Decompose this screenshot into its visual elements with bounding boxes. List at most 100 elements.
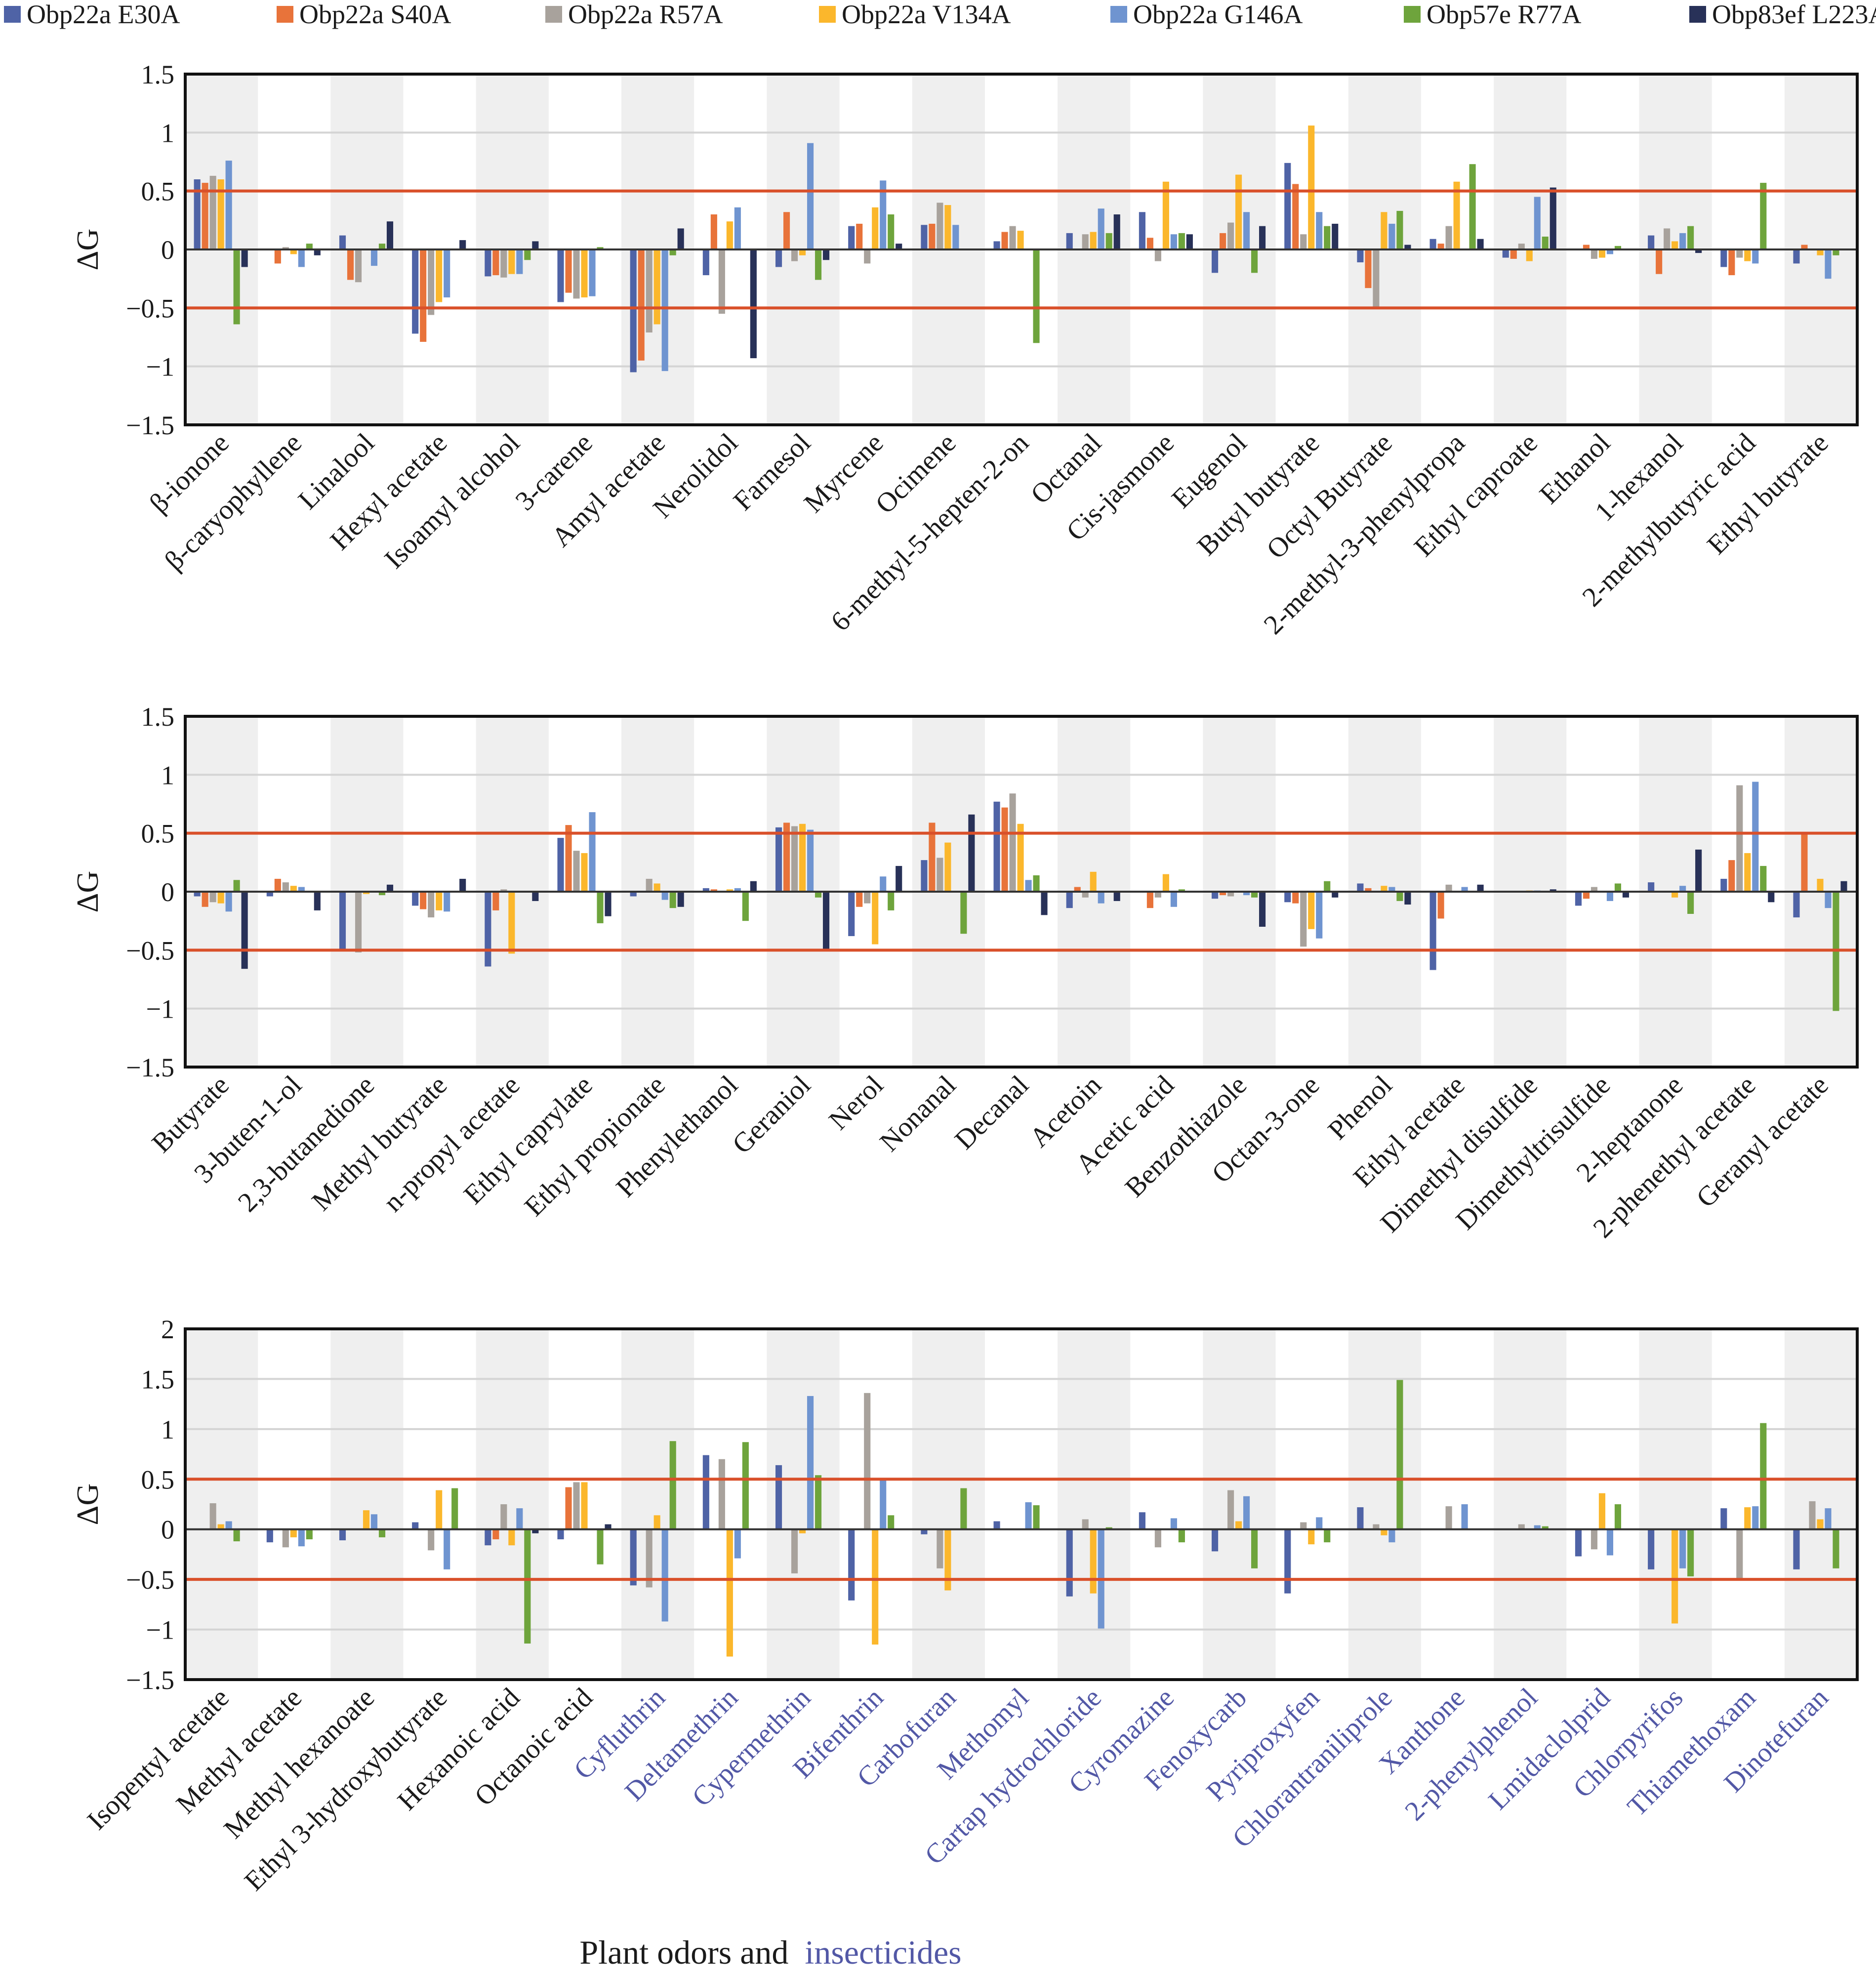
bar xyxy=(241,892,248,969)
bar xyxy=(557,1529,564,1539)
category-band xyxy=(1203,1329,1276,1680)
bar xyxy=(864,249,871,264)
bar xyxy=(880,1480,887,1529)
y-tick-label: 0 xyxy=(161,235,174,265)
bar xyxy=(1154,1529,1161,1548)
bar xyxy=(1809,1501,1816,1529)
y-axis-label: ΔG xyxy=(71,1483,105,1525)
bar xyxy=(1284,163,1291,249)
bar xyxy=(1695,249,1702,253)
bar xyxy=(1614,883,1622,892)
bar xyxy=(412,892,419,906)
bar xyxy=(815,892,822,898)
bar xyxy=(339,235,346,249)
legend-label: Obp22a S40A xyxy=(299,0,451,29)
y-tick-label: 1 xyxy=(161,760,174,790)
category-label: Octyl Butyrate xyxy=(1261,427,1398,565)
bar xyxy=(1220,892,1226,896)
y-tick-label: 1.5 xyxy=(141,702,175,732)
panel-1: 1.510.50−0.5−1−1.5ΔGβ-iononeβ-caryophyll… xyxy=(71,60,1859,640)
bar xyxy=(282,882,289,892)
bar xyxy=(1082,234,1089,249)
bar xyxy=(1373,249,1380,307)
bar xyxy=(605,1524,612,1529)
legend-label: Obp83ef L223A xyxy=(1712,0,1876,29)
bar xyxy=(1591,249,1598,259)
bar xyxy=(1098,208,1104,249)
bar xyxy=(702,888,709,892)
bar xyxy=(508,892,515,954)
legend-swatch xyxy=(277,6,293,23)
bar xyxy=(742,892,749,921)
bar xyxy=(1469,164,1476,249)
bar xyxy=(1300,892,1307,947)
bar xyxy=(937,203,943,249)
bar xyxy=(241,249,248,267)
bar xyxy=(485,249,491,277)
bar xyxy=(1227,222,1234,249)
bar xyxy=(1437,892,1444,919)
bar xyxy=(492,892,499,910)
bar xyxy=(1502,249,1509,258)
bar xyxy=(1105,233,1112,249)
legend-swatch xyxy=(545,6,562,23)
bar xyxy=(710,214,717,249)
bar xyxy=(1534,197,1541,249)
bar xyxy=(1542,236,1549,249)
bar xyxy=(944,1529,951,1591)
bar xyxy=(726,221,733,249)
legend-item: Obp22a G146A xyxy=(1110,0,1303,29)
bar xyxy=(1744,853,1751,892)
bar xyxy=(1243,1496,1250,1529)
bar xyxy=(428,1529,435,1551)
bar xyxy=(339,1529,346,1541)
bar xyxy=(896,244,902,249)
bar xyxy=(929,823,936,892)
bar xyxy=(412,1522,419,1529)
bar xyxy=(500,1504,507,1529)
bar xyxy=(524,249,531,260)
bar xyxy=(436,1490,443,1529)
bar xyxy=(459,240,466,249)
bar xyxy=(1324,226,1331,249)
bar xyxy=(485,1529,491,1546)
bar xyxy=(581,249,588,298)
bar xyxy=(775,1465,782,1529)
bar xyxy=(807,143,814,249)
bar xyxy=(677,228,684,249)
bar xyxy=(1396,1380,1403,1529)
y-tick-label: 0 xyxy=(161,1515,174,1545)
x-axis-title: Plant odors and insecticides xyxy=(579,1934,961,1971)
bar xyxy=(742,1442,749,1529)
bar xyxy=(1575,892,1582,906)
bar xyxy=(1284,1529,1291,1594)
bar xyxy=(646,1529,653,1588)
legend-label: Obp22a G146A xyxy=(1133,0,1303,29)
bar xyxy=(856,892,863,907)
bar xyxy=(557,249,564,302)
bar xyxy=(1235,1521,1242,1529)
bar xyxy=(848,1529,855,1601)
bar xyxy=(1316,892,1323,939)
y-tick-label: 1 xyxy=(161,1415,174,1444)
bar xyxy=(1212,1529,1219,1552)
bar xyxy=(1672,892,1678,898)
category-label: Nonanal xyxy=(874,1070,962,1157)
bar xyxy=(1606,892,1614,901)
y-tick-label: −0.5 xyxy=(126,936,174,965)
bar xyxy=(952,225,959,249)
bar xyxy=(921,860,928,892)
bar xyxy=(1817,878,1824,892)
bar xyxy=(791,249,798,261)
bar xyxy=(355,892,362,953)
bar xyxy=(630,892,637,897)
bar xyxy=(783,823,790,892)
bar xyxy=(937,1529,943,1568)
bar xyxy=(1316,1517,1323,1529)
bar xyxy=(848,892,855,936)
bar xyxy=(1066,892,1073,908)
bar xyxy=(993,801,1000,892)
bar xyxy=(225,892,232,912)
bar xyxy=(1212,249,1219,273)
bar xyxy=(646,249,653,333)
